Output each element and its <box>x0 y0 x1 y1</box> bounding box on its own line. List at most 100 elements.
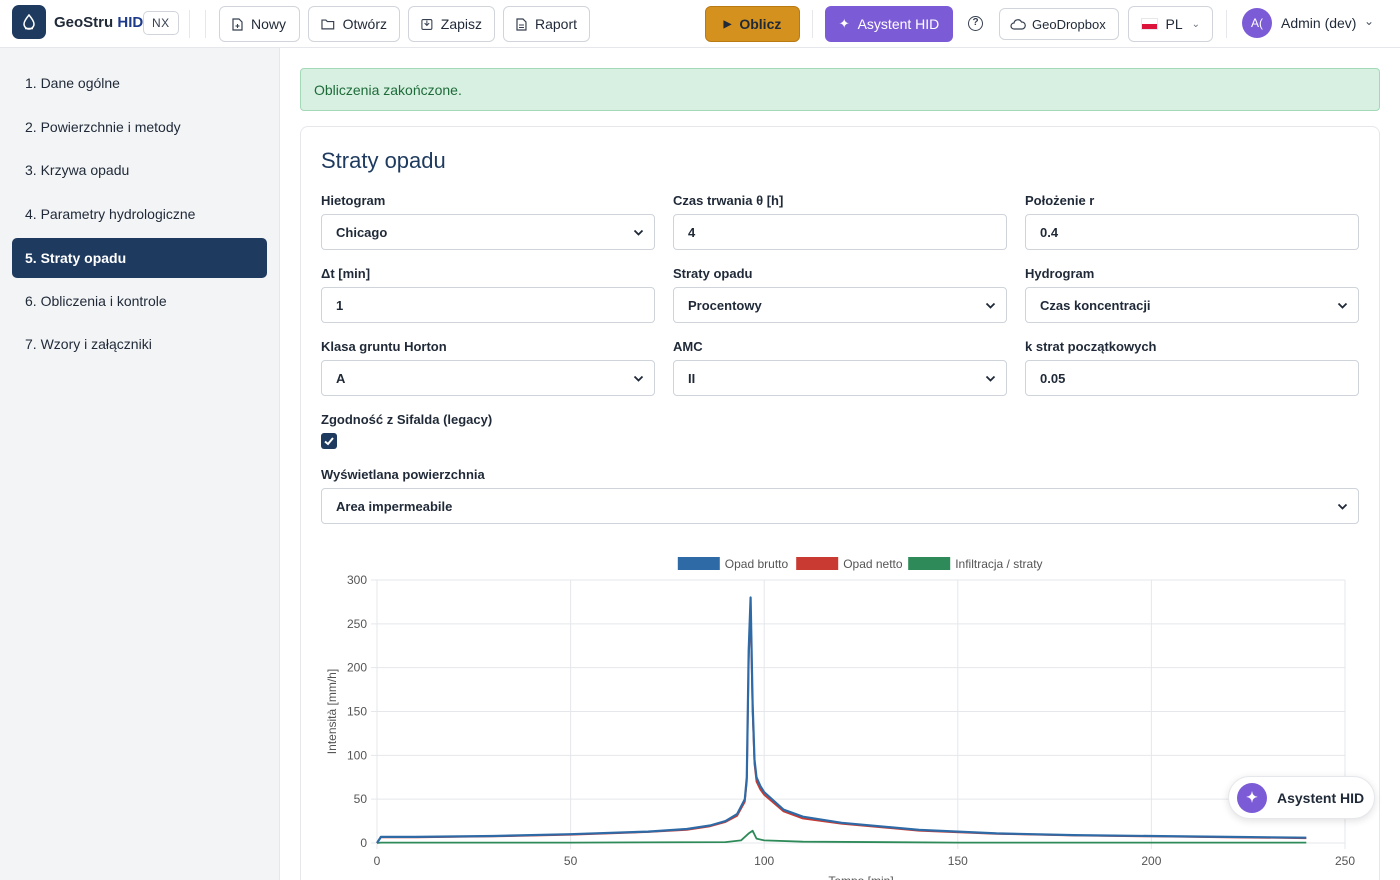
y-tick-label: 150 <box>347 705 367 719</box>
sidebar-item-label: 5. Straty opadu <box>25 250 127 266</box>
play-icon: ▶ <box>723 18 732 30</box>
sidebar-item-calculations[interactable]: 6. Obliczenia i kontrole <box>12 281 267 321</box>
open-button-label: Otwórz <box>342 16 387 32</box>
sidebar-item-general-data[interactable]: 1. Dane ogólne <box>12 63 267 103</box>
assistant-button[interactable]: ✦ Asystent HID <box>825 6 953 42</box>
duration-input[interactable]: 4 <box>673 214 1007 250</box>
y-tick-label: 200 <box>347 661 367 675</box>
sidebar-item-hydrologic-params[interactable]: 4. Parametry hydrologiczne <box>12 194 267 234</box>
sifalda-checkbox[interactable] <box>321 433 337 449</box>
y-tick-label: 0 <box>360 836 367 850</box>
avatar[interactable]: A( <box>1242 8 1272 38</box>
chevron-down-icon <box>985 302 996 309</box>
sidebar-item-rain-losses[interactable]: 5. Straty opadu <box>12 238 267 278</box>
save-button[interactable]: Zapisz <box>408 6 495 42</box>
y-tick-label: 250 <box>347 617 367 631</box>
series-line <box>376 608 1307 844</box>
sidebar-item-surfaces[interactable]: 2. Powierzchnie i metody <box>12 107 267 147</box>
x-tick-label: 200 <box>1141 854 1161 868</box>
sparkle-icon: ✦ <box>838 16 850 31</box>
amc-select[interactable]: II <box>673 360 1007 396</box>
legend-label: Opad brutto <box>725 557 789 571</box>
report-button[interactable]: Raport <box>503 6 590 42</box>
divider <box>1226 10 1227 38</box>
alert-text: Obliczenia zakończone. <box>314 81 462 98</box>
report-icon <box>516 17 527 31</box>
chevron-down-icon: ⌄ <box>1191 18 1200 30</box>
divider <box>189 10 190 38</box>
new-button-label: Nowy <box>251 16 287 32</box>
amc-label: AMC <box>673 339 703 354</box>
hydrogram-label: Hydrogram <box>1025 266 1095 281</box>
new-button[interactable]: Nowy <box>219 6 300 42</box>
hydrogram-select[interactable]: Czas koncentracji <box>1025 287 1359 323</box>
y-tick-label: 300 <box>347 573 367 587</box>
hietogram-label: Hietogram <box>321 193 386 208</box>
check-icon <box>324 437 334 446</box>
sidebar-item-rain-curve[interactable]: 3. Krzywa opadu <box>12 150 267 190</box>
user-name[interactable]: Admin (dev) <box>1281 15 1357 31</box>
horton-label: Klasa gruntu Horton <box>321 339 447 354</box>
y-tick-label: 50 <box>354 792 368 806</box>
x-tick-label: 250 <box>1335 854 1355 868</box>
help-icon[interactable]: ? <box>968 16 983 31</box>
success-alert: Obliczenia zakończone. <box>300 68 1380 111</box>
sidebar-item-label: 1. Dane ogólne <box>25 75 120 91</box>
legend-label: Infiltracja / straty <box>955 557 1042 571</box>
sidebar-item-label: 3. Krzywa opadu <box>25 162 130 178</box>
position-value: 0.4 <box>1040 224 1059 240</box>
language-label: PL <box>1165 16 1183 32</box>
geodropbox-button[interactable]: GeoDropbox <box>999 8 1119 40</box>
calculate-button[interactable]: ▶ Oblicz <box>705 6 800 42</box>
y-tick-label: 100 <box>347 748 367 762</box>
legend-swatch <box>677 557 720 570</box>
assistant-floating-button[interactable]: ✦ Asystent HID <box>1228 776 1375 819</box>
sidebar-item-label: 7. Wzory i załączniki <box>25 336 152 352</box>
open-button[interactable]: Otwórz <box>308 6 400 42</box>
folder-icon <box>321 19 335 30</box>
sidebar-item-formulas[interactable]: 7. Wzory i załączniki <box>12 324 267 364</box>
x-tick-label: 0 <box>374 854 381 868</box>
page-title: Straty opadu <box>321 148 446 173</box>
app-logo[interactable] <box>12 5 46 39</box>
assistant-floating-label: Asystent HID <box>1277 789 1365 806</box>
losses-select[interactable]: Procentowy <box>673 287 1007 323</box>
chevron-down-icon[interactable]: ⌄ <box>1364 14 1375 28</box>
calculate-button-label: Oblicz <box>739 16 782 32</box>
series-line <box>376 829 1307 844</box>
rain-losses-chart: 0 50 100 150 200 250 300 0 50 100 150 200 250 Intensi… <box>325 557 1355 880</box>
k-initial-label: k strat początkowych <box>1025 339 1157 354</box>
losses-value: Procentowy <box>688 297 762 313</box>
chevron-down-icon <box>985 375 996 382</box>
series-line <box>376 596 1307 844</box>
new-file-icon <box>232 17 243 31</box>
x-tick-label: 100 <box>754 854 774 868</box>
losses-label: Straty opadu <box>673 266 753 281</box>
duration-label: Czas trwania θ [h] <box>673 193 784 208</box>
position-label: Położenie r <box>1025 193 1095 208</box>
horton-value: A <box>336 370 346 386</box>
legend-label: Opad netto <box>843 557 903 571</box>
sparkle-icon: ✦ <box>1237 782 1267 813</box>
brand-main: GeoStru <box>54 14 114 31</box>
report-button-label: Raport <box>534 16 577 32</box>
dt-input[interactable]: 1 <box>321 287 655 323</box>
assistant-button-label: Asystent HID <box>857 16 940 32</box>
language-select[interactable]: PL ⌄ <box>1128 6 1213 42</box>
k-initial-input[interactable]: 0.05 <box>1025 360 1359 396</box>
x-tick-label: 150 <box>948 854 968 868</box>
horton-select[interactable]: A <box>321 360 655 396</box>
surface-select[interactable]: Area impermeabile <box>321 488 1359 524</box>
hydrogram-value: Czas koncentracji <box>1040 297 1151 313</box>
position-input[interactable]: 0.4 <box>1025 214 1359 250</box>
k-initial-value: 0.05 <box>1040 370 1066 386</box>
top-bar: GeoStru HID NX Nowy Otwórz Zapisz Raport… <box>0 0 1400 48</box>
divider <box>205 10 206 38</box>
legend-swatch <box>796 557 839 570</box>
divider <box>812 10 813 38</box>
chevron-down-icon <box>1337 302 1348 309</box>
hietogram-select[interactable]: Chicago <box>321 214 655 250</box>
cloud-icon <box>1010 18 1026 30</box>
chevron-down-icon <box>1337 503 1348 510</box>
x-axis-label: Tempo [min] <box>828 874 893 880</box>
